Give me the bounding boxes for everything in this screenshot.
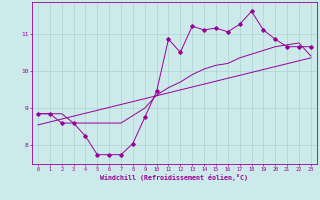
X-axis label: Windchill (Refroidissement éolien,°C): Windchill (Refroidissement éolien,°C) bbox=[100, 174, 248, 181]
